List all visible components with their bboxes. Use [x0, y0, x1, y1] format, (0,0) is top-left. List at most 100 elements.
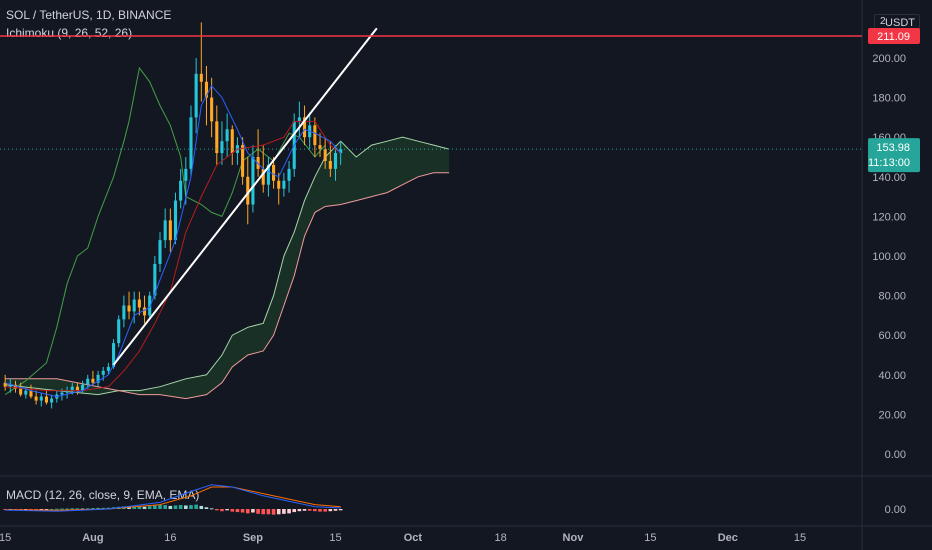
- candle-body: [70, 386, 74, 391]
- macd-histogram-bar: [168, 505, 173, 509]
- price-tick-label: 0.00: [885, 449, 906, 461]
- macd-histogram-bar: [256, 509, 260, 514]
- candle-body: [323, 149, 327, 161]
- macd-histogram-bar: [142, 506, 147, 509]
- macd-histogram-bar: [333, 509, 338, 511]
- candle-body: [210, 97, 214, 122]
- macd-histogram-bar: [60, 508, 64, 510]
- candle-body: [81, 384, 85, 391]
- candle-body: [39, 396, 43, 401]
- macd-histogram-bar: [323, 509, 327, 512]
- candle-body: [158, 240, 162, 264]
- candle-body: [106, 366, 110, 371]
- candle-body: [163, 220, 167, 241]
- macd-histogram-bar: [39, 509, 44, 510]
- candle-body: [96, 374, 100, 383]
- candle-body: [122, 305, 126, 320]
- candle-body: [3, 382, 7, 387]
- candle-body: [91, 378, 95, 383]
- chikou-span: [4, 66, 326, 396]
- candle-body: [272, 164, 276, 181]
- kijun-sen: [5, 120, 342, 392]
- macd-histogram-bar: [225, 509, 229, 511]
- macd-histogram-bar: [137, 506, 142, 509]
- macd-histogram-bar: [235, 509, 240, 513]
- macd-histogram-bar: [251, 509, 255, 513]
- price-tick-label: 20.00: [878, 409, 906, 421]
- macd-histogram-bar: [163, 505, 167, 509]
- price-tick-label: 120.00: [872, 211, 906, 223]
- symbol-title: SOL / TetherUS, 1D, BINANCE: [6, 8, 172, 22]
- macd-histogram-bar: [271, 509, 276, 515]
- macd-signal-line: [5, 486, 341, 511]
- time-tick-label: 15: [794, 532, 806, 544]
- time-tick-label: 15: [644, 532, 656, 544]
- price-tick-label: 40.00: [878, 370, 906, 382]
- macd-histogram-bar: [178, 505, 183, 509]
- macd-histogram-bar: [220, 509, 224, 512]
- macd-histogram-bar: [49, 509, 54, 510]
- candle-body: [328, 160, 332, 169]
- time-tick-label: 16: [164, 532, 176, 544]
- tenkan-sen: [5, 84, 342, 398]
- macd-histogram-bar: [75, 508, 80, 510]
- price-tick-label: 100.00: [872, 251, 906, 263]
- macd-histogram-bar: [158, 505, 162, 509]
- candle-body: [277, 180, 281, 189]
- candle-body: [127, 305, 131, 312]
- macd-histogram-bar: [338, 509, 343, 511]
- price-scale-mark[interactable]: 2: [880, 16, 886, 27]
- candle-body: [19, 388, 23, 395]
- candle-body: [204, 81, 209, 98]
- macd-histogram-bar: [80, 508, 85, 510]
- macd-histogram-bar: [287, 509, 291, 514]
- candle-body: [34, 396, 38, 401]
- time-tick-label: 18: [495, 532, 507, 544]
- candle-body: [153, 263, 157, 296]
- macd-histogram-bar: [106, 507, 111, 509]
- resistance-badge-text: 211.09: [877, 31, 910, 43]
- resistance-badge-bg: [868, 28, 920, 45]
- macd-histogram-bar: [194, 504, 198, 509]
- candle-body: [184, 168, 188, 181]
- candle-body: [246, 176, 250, 205]
- candle-body: [297, 117, 301, 122]
- macd-histogram-bar: [261, 509, 266, 515]
- macd-histogram-bar: [302, 509, 307, 511]
- macd-histogram-bar: [127, 506, 131, 509]
- macd-histogram-bar: [173, 505, 178, 509]
- time-tick-label: Aug: [82, 532, 103, 544]
- candle-body: [220, 141, 224, 154]
- candle-body: [241, 145, 245, 177]
- macd-histogram-bar: [65, 508, 69, 510]
- macd-legend: MACD (12, 26, close, 9, EMA, EMA): [6, 488, 200, 502]
- macd-histogram-bar: [96, 507, 100, 509]
- candle-body: [60, 392, 64, 395]
- price-tick-label: 80.00: [878, 291, 906, 303]
- macd-histogram-bar: [199, 505, 204, 509]
- candle-body: [50, 398, 54, 403]
- candle-body: [168, 220, 172, 241]
- candle-body: [173, 200, 178, 241]
- candle-body: [189, 117, 193, 169]
- last-price-badge-bg: [868, 138, 920, 173]
- macd-histogram-bar: [153, 505, 157, 509]
- macd-histogram-bar: [204, 507, 209, 509]
- price-tick-label: 200.00: [872, 53, 906, 65]
- candle-body: [65, 390, 69, 393]
- macd-line: [5, 484, 341, 512]
- ichimoku-cloud: [5, 137, 450, 399]
- macd-histogram-bar: [34, 509, 38, 510]
- candle-body: [29, 390, 33, 397]
- time-tick-label: Sep: [243, 532, 263, 544]
- senkou-span-a: [5, 136, 450, 396]
- candle-body: [179, 180, 183, 201]
- candle-body: [137, 299, 141, 308]
- macd-histogram-bar: [85, 508, 90, 510]
- macd-histogram-bar: [44, 509, 49, 510]
- candle-body: [112, 343, 116, 367]
- candle-body: [230, 129, 234, 154]
- time-tick-label: Oct: [404, 532, 423, 544]
